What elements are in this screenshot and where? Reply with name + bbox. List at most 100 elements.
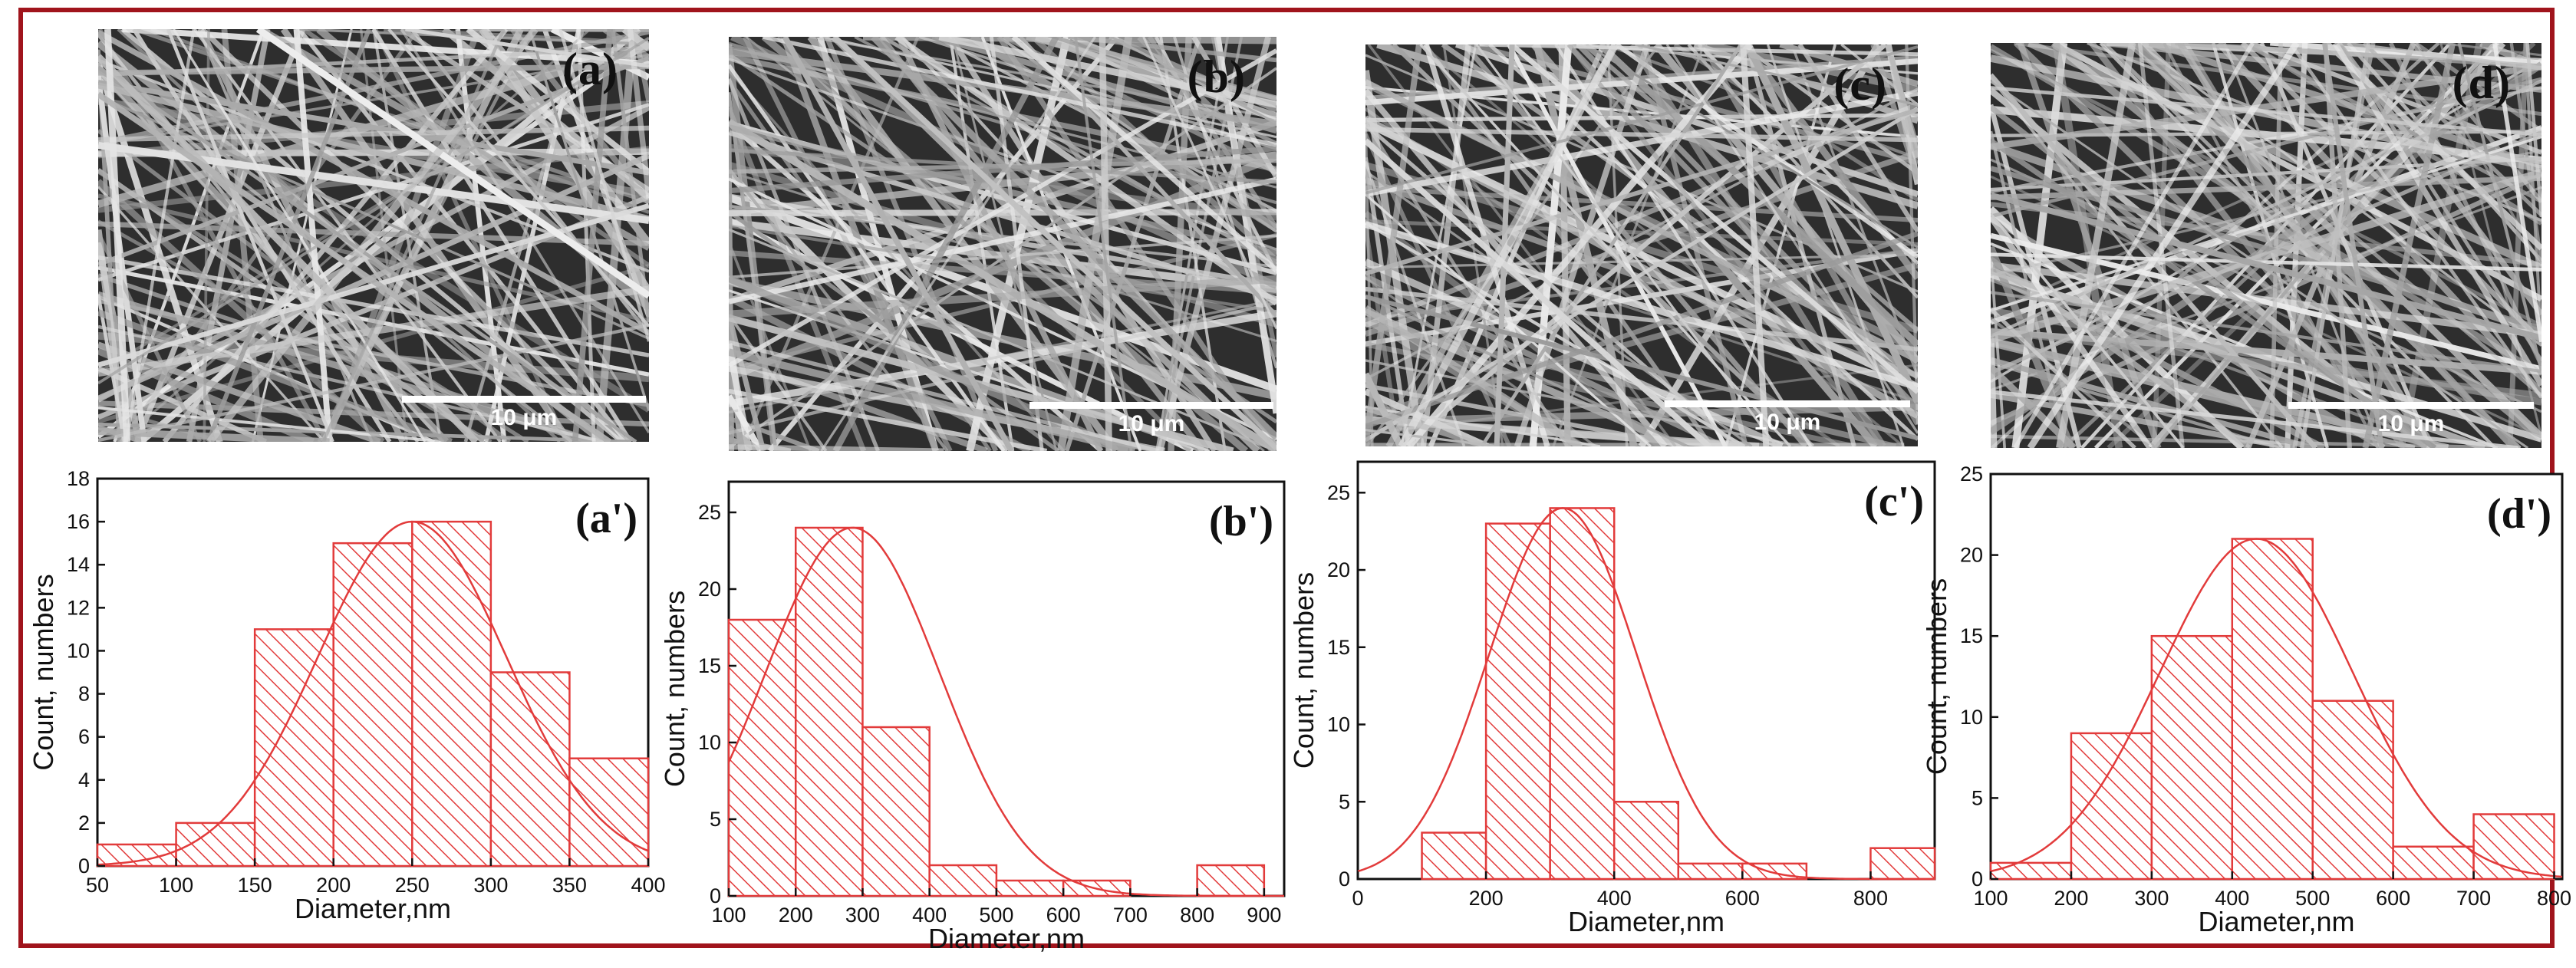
y-tick-label: 6 xyxy=(78,726,90,749)
y-tick-label: 0 xyxy=(1972,868,1983,891)
y-axis-title: Count, numbers xyxy=(1288,572,1319,769)
x-tick-label: 600 xyxy=(2376,887,2410,910)
y-tick-label: 0 xyxy=(710,884,721,907)
histogram-bar xyxy=(2392,845,2475,881)
fiber-strand xyxy=(1991,212,2185,448)
x-tick-label: 500 xyxy=(979,904,1013,927)
fiber-strand xyxy=(729,278,1276,400)
histogram-bar xyxy=(2150,634,2234,881)
fiber-strand xyxy=(2479,43,2541,71)
scale-bar-text-b: 10 μm xyxy=(1118,411,1185,436)
fiber-strand xyxy=(1365,388,1490,446)
fiber-strand xyxy=(98,65,637,442)
fiber-strand xyxy=(2525,43,2541,218)
histogram-bar xyxy=(489,671,571,868)
fiber-strand xyxy=(2323,43,2352,448)
fiber-strand xyxy=(729,343,753,451)
fiber-strand xyxy=(1365,177,1918,379)
fiber-strand xyxy=(166,29,334,442)
fiber-strand xyxy=(729,48,1276,368)
fiber-strand xyxy=(98,36,649,385)
histogram-bar xyxy=(794,526,864,897)
y-tick-label: 8 xyxy=(78,683,90,706)
scale-bar-text-a: 10 μm xyxy=(490,405,558,430)
histogram-bar xyxy=(332,542,413,868)
histogram-bar xyxy=(1612,801,1680,881)
fiber-strand xyxy=(1991,149,2541,277)
fiber-strand xyxy=(896,37,1104,451)
fiber-strand xyxy=(2027,43,2300,448)
sem-image-d: (d) 10 μm xyxy=(1991,43,2541,448)
fiber-strand xyxy=(820,37,1096,451)
x-tick-label: 350 xyxy=(552,874,587,897)
y-tick-label: 12 xyxy=(67,596,90,619)
x-axis-title: Diameter,nm xyxy=(928,923,1085,954)
fiber-strand xyxy=(1991,44,2541,377)
fiber-strand xyxy=(405,29,649,68)
fiber-strand xyxy=(780,37,939,451)
fiber-strand xyxy=(1615,44,1918,259)
x-tick-label: 500 xyxy=(2295,887,2330,910)
histogram-bar xyxy=(1196,864,1266,897)
fiber-strand xyxy=(729,64,1006,451)
x-tick-label: 100 xyxy=(711,904,746,927)
sem-label-a: (a) xyxy=(562,44,618,94)
fiber-strand xyxy=(98,129,511,442)
fiber-strand xyxy=(1191,37,1276,179)
fiber-strand xyxy=(98,406,444,442)
x-tick-label: 300 xyxy=(845,904,880,927)
histogram-bar xyxy=(2311,700,2394,881)
y-tick-label: 0 xyxy=(1339,868,1350,891)
y-tick-label: 20 xyxy=(1327,558,1350,581)
histogram-bar xyxy=(2231,538,2314,881)
x-tick-label: 100 xyxy=(1973,887,2008,910)
y-tick-label: 25 xyxy=(1327,481,1350,504)
fiber-strand xyxy=(2148,43,2541,169)
fiber-strand xyxy=(989,37,1044,451)
histogram-bar xyxy=(411,520,492,868)
y-tick-label: 5 xyxy=(1972,786,1983,809)
fiber-strand xyxy=(1074,37,1133,451)
fiber-strand xyxy=(1991,390,2518,448)
fiber-strand xyxy=(528,29,649,411)
fiber-strand xyxy=(1365,221,1918,390)
scale-bar-a xyxy=(402,396,646,403)
y-tick-label: 4 xyxy=(78,769,90,792)
fiber-strand xyxy=(729,69,1066,451)
x-tick-label: 300 xyxy=(2134,887,2169,910)
fiber-strand xyxy=(193,29,502,442)
x-tick-label: 800 xyxy=(2537,887,2571,910)
fiber-strand xyxy=(510,29,649,205)
fiber-strand xyxy=(122,29,649,67)
fiber-strand xyxy=(729,54,1276,173)
y-tick-label: 16 xyxy=(67,510,90,533)
fiber-strand xyxy=(255,29,649,299)
fiber-strand xyxy=(1665,44,1918,434)
fiber-strand xyxy=(729,275,1276,318)
sem-label-b: (b) xyxy=(1187,51,1246,102)
fiber-strand xyxy=(1365,44,1422,446)
fiber-strand xyxy=(729,143,1276,221)
sem-label-d: (d) xyxy=(2452,58,2511,108)
panel-label: (d') xyxy=(2487,490,2551,538)
y-tick-label: 5 xyxy=(710,808,721,831)
fiber-strand xyxy=(1470,44,1918,166)
x-tick-label: 250 xyxy=(395,874,430,897)
histogram-bar xyxy=(1421,831,1487,881)
fiber-strand xyxy=(1479,44,1918,57)
fiber-strand xyxy=(2249,43,2541,155)
fiber-strand xyxy=(1365,127,1918,143)
fiber-strand xyxy=(321,29,506,442)
fiber-strand xyxy=(466,29,649,175)
fiber-strand xyxy=(1365,405,1487,446)
fiber-strand xyxy=(1687,44,1918,299)
fiber-strand xyxy=(938,37,1276,108)
fiber-strand xyxy=(280,29,573,442)
fiber-strand xyxy=(729,209,1276,217)
x-axis-title: Diameter,nm xyxy=(2198,906,2354,937)
fiber-strand xyxy=(1365,88,1668,446)
histogram-b: 100 200 300 400 500 600 700 800 900 0 5 10 15 20 25 Dia… xyxy=(656,459,1293,954)
fiber-strand xyxy=(2492,43,2541,343)
panel-label: (c') xyxy=(1864,478,1924,525)
y-axis-title: Count, numbers xyxy=(1921,578,1952,775)
